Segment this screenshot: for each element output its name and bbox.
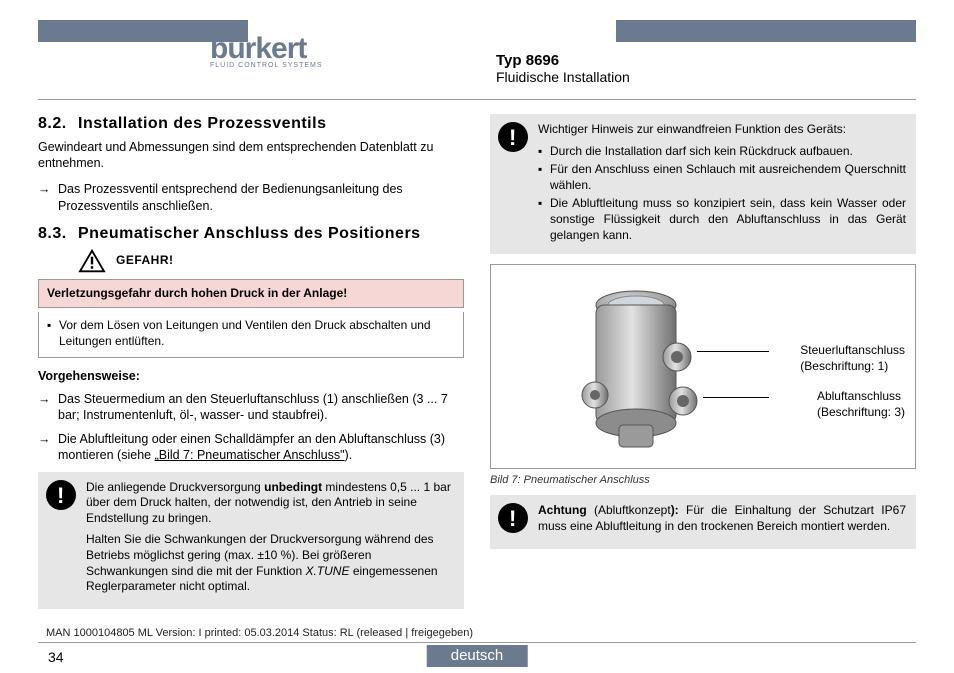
instruction-step: → Das Prozessventil entsprechend der Bed… bbox=[38, 181, 464, 214]
right-column: Wichtiger Hinweis zur einwandfreien Funk… bbox=[490, 114, 916, 619]
arrow-icon: → bbox=[38, 391, 58, 424]
callout-line bbox=[697, 351, 769, 352]
danger-box-title: Verletzungsgefahr durch hohen Druck in d… bbox=[38, 279, 464, 309]
brand-logo: burkert FLUID CONTROL SYSTEMS bbox=[210, 32, 323, 69]
important-note-box: Die anliegende Druckversorgung unbedingt… bbox=[38, 472, 464, 609]
language-tab: deutsch bbox=[427, 645, 528, 667]
arrow-icon: → bbox=[38, 181, 58, 214]
type-label: Typ 8696 bbox=[496, 52, 916, 69]
page-number: 34 bbox=[48, 649, 64, 665]
heading-8-2: 8.2. Installation des Prozessventils bbox=[38, 114, 464, 135]
danger-text: GEFAHR! bbox=[116, 253, 174, 269]
exclamation-icon bbox=[46, 480, 76, 510]
procedure-label: Vorgehensweise: bbox=[38, 368, 464, 384]
arrow-icon: → bbox=[38, 431, 58, 464]
footer-divider bbox=[38, 642, 916, 643]
exclamation-icon bbox=[498, 503, 528, 533]
paragraph: Gewindeart und Abmessungen sind dem ents… bbox=[38, 139, 464, 172]
manual-page: burkert FLUID CONTROL SYSTEMS Typ 8696 F… bbox=[0, 0, 954, 673]
content-area: 8.2. Installation des Prozessventils Gew… bbox=[38, 114, 916, 619]
attention-box: Achtung (Abluftkonzept): Für die Einhalt… bbox=[490, 495, 916, 548]
page-header: burkert FLUID CONTROL SYSTEMS Typ 8696 F… bbox=[38, 20, 916, 100]
callout-label-1: Steuerluftanschluss(Beschriftung: 1) bbox=[800, 343, 905, 374]
callout-line bbox=[703, 397, 769, 398]
footer-metadata: MAN 1000104805 ML Version: I printed: 05… bbox=[46, 627, 473, 639]
section-title: Fluidische Installation bbox=[496, 69, 916, 85]
danger-label: GEFAHR! bbox=[78, 249, 464, 273]
device-illustration bbox=[571, 287, 701, 452]
header-left: burkert FLUID CONTROL SYSTEMS bbox=[38, 20, 248, 42]
left-column: 8.2. Installation des Prozessventils Gew… bbox=[38, 114, 464, 619]
figure-caption: Bild 7: Pneumatischer Anschluss bbox=[490, 473, 916, 487]
logo-text: burkert bbox=[210, 32, 323, 66]
exclamation-icon bbox=[498, 122, 528, 152]
instruction-step: → Die Abluftleitung oder einen Schalldäm… bbox=[38, 431, 464, 464]
heading-8-3: 8.3. Pneumatischer Anschluss des Positio… bbox=[38, 224, 464, 245]
figure-box: Steuerluftanschluss(Beschriftung: 1) Abl… bbox=[490, 264, 916, 469]
header-tab-right bbox=[616, 20, 916, 42]
figure-reference-link[interactable]: „Bild 7: Pneumatischer Anschluss" bbox=[155, 448, 345, 462]
warning-triangle-icon bbox=[78, 249, 106, 273]
danger-box-body: ▪Vor dem Lösen von Leitungen und Ventile… bbox=[38, 312, 464, 358]
instruction-step: → Das Steuermedium an den Steuerluftansc… bbox=[38, 391, 464, 424]
header-right: Typ 8696 Fluidische Installation bbox=[496, 20, 916, 85]
callout-label-2: Abluftanschluss(Beschriftung: 3) bbox=[817, 389, 905, 420]
important-note-box: Wichtiger Hinweis zur einwandfreien Funk… bbox=[490, 114, 916, 254]
